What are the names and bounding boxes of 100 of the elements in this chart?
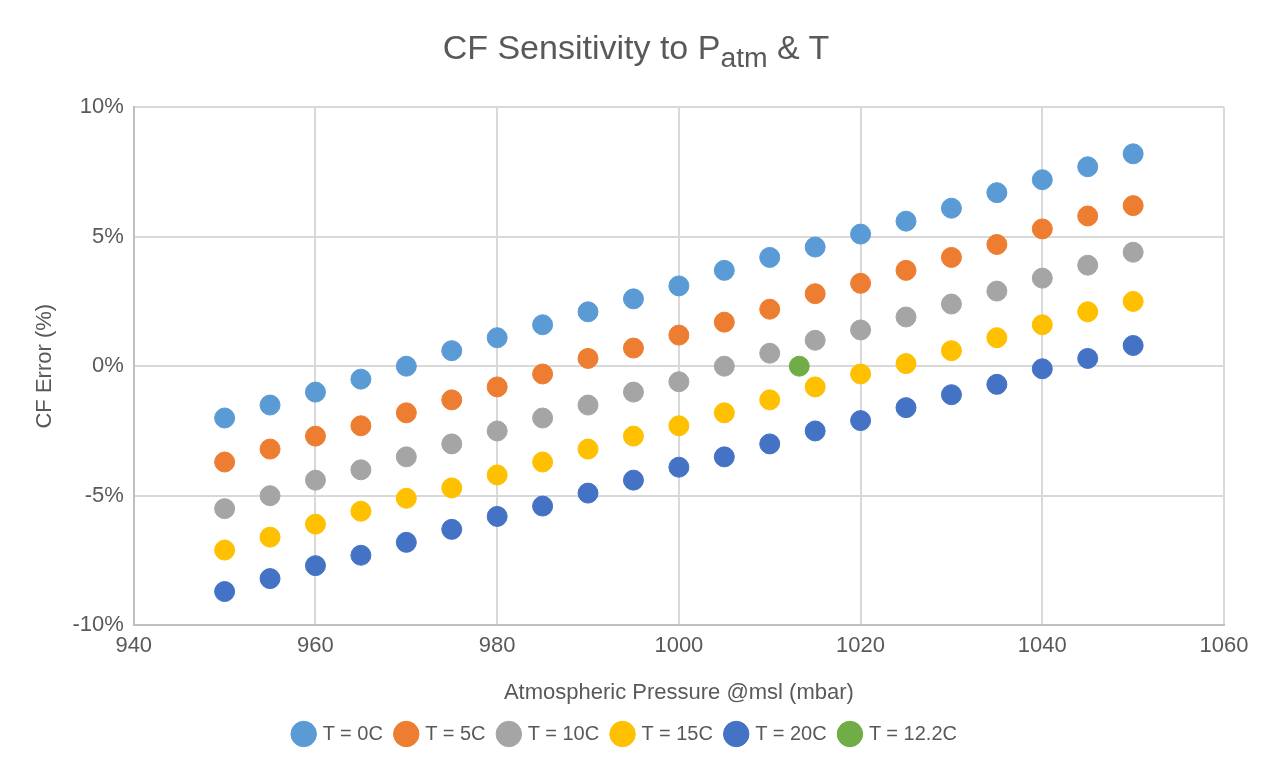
point bbox=[1077, 156, 1099, 178]
y-axis-title: CF Error (%) bbox=[31, 303, 57, 429]
point bbox=[532, 495, 554, 517]
point bbox=[395, 487, 417, 509]
point bbox=[713, 446, 735, 468]
legend-label: T = 5C bbox=[425, 721, 486, 744]
x-tick-label: 1060 bbox=[1199, 632, 1249, 658]
point bbox=[441, 389, 463, 411]
point bbox=[895, 259, 917, 281]
point bbox=[759, 298, 781, 320]
point bbox=[1077, 205, 1099, 227]
point bbox=[895, 352, 917, 374]
point bbox=[532, 451, 554, 473]
point bbox=[395, 355, 417, 377]
point bbox=[713, 355, 735, 377]
point bbox=[214, 539, 236, 561]
y-tick-label: 0% bbox=[91, 352, 124, 378]
point bbox=[986, 181, 1008, 203]
point bbox=[1122, 143, 1144, 165]
point bbox=[577, 482, 599, 504]
legend-label: T = 0C bbox=[322, 721, 383, 744]
point bbox=[486, 376, 508, 398]
point bbox=[577, 438, 599, 460]
y-tick-label: -5% bbox=[84, 481, 124, 507]
point bbox=[713, 311, 735, 333]
point bbox=[1031, 218, 1053, 240]
x-tick-label: 1000 bbox=[654, 632, 704, 658]
y-tick-label: 10% bbox=[79, 93, 124, 119]
point bbox=[259, 485, 281, 506]
point bbox=[486, 420, 508, 442]
point bbox=[441, 518, 463, 540]
point bbox=[304, 381, 326, 403]
point bbox=[940, 293, 962, 315]
point bbox=[940, 246, 962, 268]
point bbox=[622, 288, 644, 310]
point bbox=[986, 327, 1008, 349]
point bbox=[759, 342, 781, 364]
point bbox=[850, 272, 872, 294]
legend-label: T = 15C bbox=[641, 721, 713, 744]
x-axis-title: Atmospheric Pressure @msl (mbar) bbox=[503, 678, 854, 704]
point bbox=[577, 394, 599, 416]
point bbox=[214, 407, 236, 429]
point bbox=[850, 319, 872, 341]
point bbox=[350, 500, 372, 522]
point bbox=[350, 544, 372, 566]
point bbox=[532, 407, 554, 429]
point bbox=[577, 301, 599, 323]
point bbox=[532, 363, 554, 385]
point bbox=[804, 329, 826, 351]
point bbox=[304, 469, 326, 491]
point bbox=[1031, 358, 1053, 380]
point bbox=[850, 363, 872, 385]
point bbox=[668, 456, 690, 478]
point bbox=[895, 306, 917, 328]
point bbox=[622, 381, 644, 403]
point bbox=[940, 383, 962, 405]
point bbox=[259, 394, 281, 416]
point bbox=[986, 280, 1008, 302]
point bbox=[441, 433, 463, 455]
point bbox=[713, 259, 735, 281]
point bbox=[214, 451, 236, 473]
point bbox=[1122, 334, 1144, 356]
point bbox=[622, 425, 644, 447]
chart-title: CF Sensitivity to P$_{atm}$ & T bbox=[441, 27, 831, 75]
point bbox=[759, 433, 781, 455]
point bbox=[850, 409, 872, 431]
point bbox=[895, 210, 917, 232]
legend-label: T = 20C bbox=[755, 721, 827, 744]
point bbox=[986, 373, 1008, 395]
point bbox=[486, 327, 508, 349]
point bbox=[1077, 347, 1099, 369]
x-tick-label: 1040 bbox=[1017, 632, 1067, 658]
legend-label: T = 10C bbox=[527, 721, 600, 744]
point bbox=[350, 368, 372, 390]
point bbox=[214, 580, 236, 602]
point bbox=[986, 233, 1008, 255]
point bbox=[1122, 290, 1144, 312]
point bbox=[895, 396, 917, 418]
point bbox=[713, 402, 735, 424]
point bbox=[486, 464, 508, 486]
point bbox=[804, 420, 826, 442]
x-tick-label: 980 bbox=[478, 632, 516, 658]
y-tick-label: 5% bbox=[91, 222, 124, 248]
point bbox=[804, 376, 826, 398]
point bbox=[304, 513, 326, 535]
point bbox=[1031, 314, 1053, 336]
point bbox=[304, 425, 326, 447]
point bbox=[668, 275, 690, 297]
point bbox=[668, 415, 690, 437]
point bbox=[441, 477, 463, 499]
point bbox=[304, 554, 326, 576]
point bbox=[486, 505, 508, 527]
point bbox=[622, 469, 644, 491]
point bbox=[1077, 254, 1099, 276]
point bbox=[804, 282, 826, 304]
point bbox=[850, 223, 872, 245]
point bbox=[259, 567, 281, 589]
point bbox=[350, 415, 372, 437]
point bbox=[1031, 169, 1053, 191]
point bbox=[441, 339, 463, 361]
